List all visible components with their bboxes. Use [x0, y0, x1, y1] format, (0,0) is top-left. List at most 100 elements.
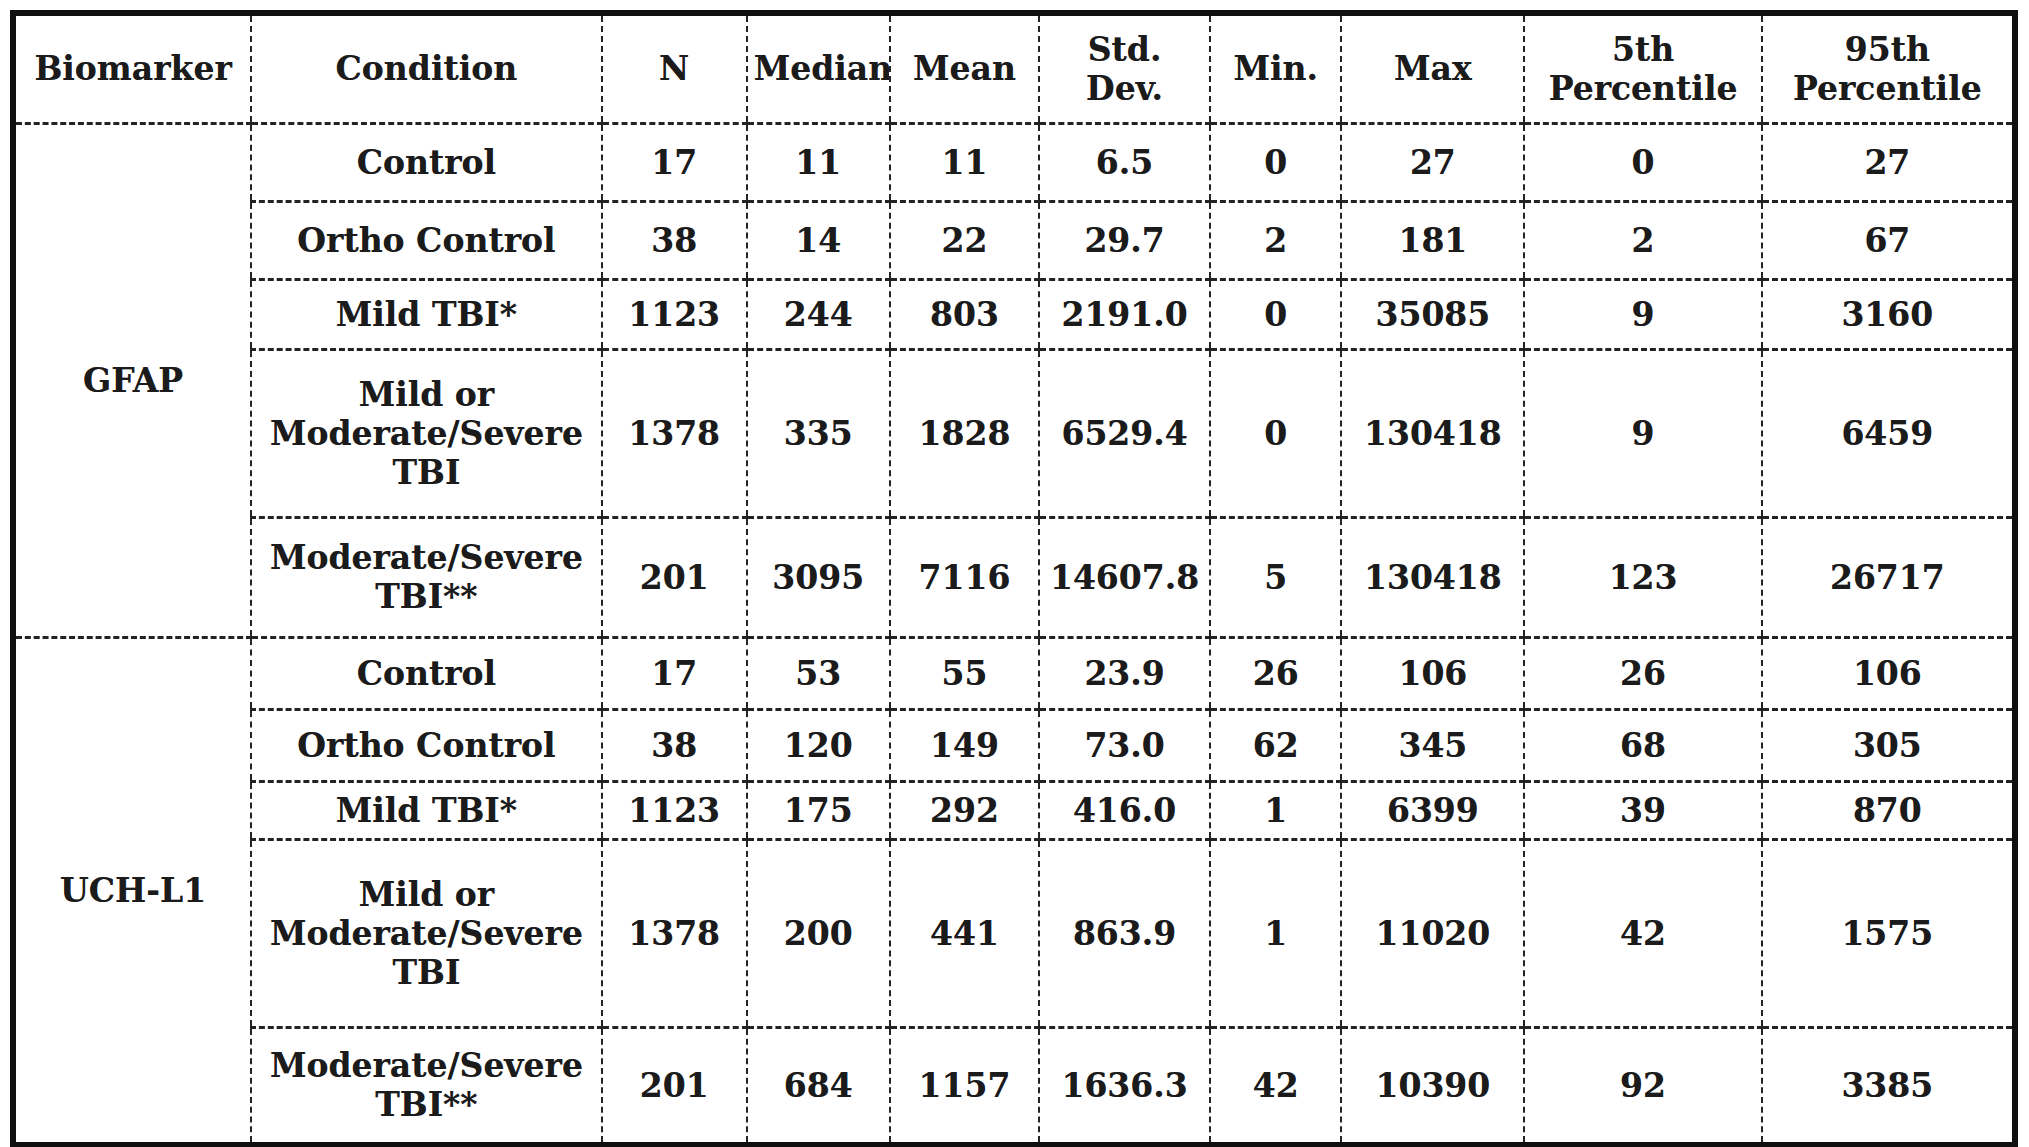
- value-cell: 416.0: [1039, 781, 1210, 839]
- value-cell: 305: [1762, 709, 2015, 781]
- value-cell: 3160: [1762, 279, 2015, 349]
- value-cell: 1123: [602, 279, 747, 349]
- value-cell: 1378: [602, 349, 747, 517]
- value-cell: 14: [747, 201, 890, 279]
- value-cell: 7116: [890, 517, 1039, 637]
- condition-cell: Control: [251, 637, 601, 709]
- value-cell: 1575: [1762, 839, 2015, 1027]
- value-cell: 149: [890, 709, 1039, 781]
- value-cell: 42: [1524, 839, 1761, 1027]
- value-cell: 5: [1210, 517, 1341, 637]
- condition-cell: Ortho Control: [251, 201, 601, 279]
- value-cell: 6399: [1341, 781, 1524, 839]
- value-cell: 6459: [1762, 349, 2015, 517]
- value-cell: 200: [747, 839, 890, 1027]
- value-cell: 27: [1341, 123, 1524, 201]
- value-cell: 441: [890, 839, 1039, 1027]
- value-cell: 6.5: [1039, 123, 1210, 201]
- value-cell: 1636.3: [1039, 1027, 1210, 1145]
- value-cell: 53: [747, 637, 890, 709]
- value-cell: 1157: [890, 1027, 1039, 1145]
- value-cell: 92: [1524, 1027, 1761, 1145]
- value-cell: 67: [1762, 201, 2015, 279]
- value-cell: 201: [602, 517, 747, 637]
- value-cell: 0: [1524, 123, 1761, 201]
- value-cell: 684: [747, 1027, 890, 1145]
- col-header-median: Median: [747, 13, 890, 123]
- value-cell: 335: [747, 349, 890, 517]
- value-cell: 106: [1762, 637, 2015, 709]
- condition-cell: Moderate/Severe TBI**: [251, 517, 601, 637]
- value-cell: 244: [747, 279, 890, 349]
- value-cell: 2: [1524, 201, 1761, 279]
- table-row: Moderate/Severe TBI** 201 3095 7116 1460…: [13, 517, 2015, 637]
- value-cell: 181: [1341, 201, 1524, 279]
- table-row: Moderate/Severe TBI** 201 684 1157 1636.…: [13, 1027, 2015, 1145]
- value-cell: 123: [1524, 517, 1761, 637]
- col-header-5th-percentile: 5th Percentile: [1524, 13, 1761, 123]
- table-row: UCH-L1 Control 17 53 55 23.9 26 106 26 1…: [13, 637, 2015, 709]
- value-cell: 29.7: [1039, 201, 1210, 279]
- value-cell: 0: [1210, 279, 1341, 349]
- value-cell: 11: [747, 123, 890, 201]
- condition-cell: Ortho Control: [251, 709, 601, 781]
- value-cell: 17: [602, 637, 747, 709]
- value-cell: 23.9: [1039, 637, 1210, 709]
- value-cell: 22: [890, 201, 1039, 279]
- col-header-n: N: [602, 13, 747, 123]
- value-cell: 130418: [1341, 349, 1524, 517]
- col-header-condition: Condition: [251, 13, 601, 123]
- table-row: Mild TBI* 1123 244 803 2191.0 0 35085 9 …: [13, 279, 2015, 349]
- value-cell: 14607.8: [1039, 517, 1210, 637]
- value-cell: 1378: [602, 839, 747, 1027]
- value-cell: 120: [747, 709, 890, 781]
- header-row: Biomarker Condition N Median Mean Std. D…: [13, 13, 2015, 123]
- condition-cell: Mild or Moderate/Severe TBI: [251, 349, 601, 517]
- col-header-min: Min.: [1210, 13, 1341, 123]
- value-cell: 870: [1762, 781, 2015, 839]
- value-cell: 345: [1341, 709, 1524, 781]
- value-cell: 1123: [602, 781, 747, 839]
- value-cell: 73.0: [1039, 709, 1210, 781]
- value-cell: 62: [1210, 709, 1341, 781]
- value-cell: 106: [1341, 637, 1524, 709]
- value-cell: 0: [1210, 349, 1341, 517]
- col-header-max: Max: [1341, 13, 1524, 123]
- col-header-biomarker: Biomarker: [13, 13, 251, 123]
- value-cell: 9: [1524, 279, 1761, 349]
- col-header-95th-percentile: 95th Percentile: [1762, 13, 2015, 123]
- value-cell: 3385: [1762, 1027, 2015, 1145]
- value-cell: 292: [890, 781, 1039, 839]
- value-cell: 68: [1524, 709, 1761, 781]
- value-cell: 11020: [1341, 839, 1524, 1027]
- value-cell: 6529.4: [1039, 349, 1210, 517]
- value-cell: 42: [1210, 1027, 1341, 1145]
- table-row: Mild or Moderate/Severe TBI 1378 335 182…: [13, 349, 2015, 517]
- col-header-std-dev: Std. Dev.: [1039, 13, 1210, 123]
- condition-cell: Mild TBI*: [251, 279, 601, 349]
- table-row: Ortho Control 38 120 149 73.0 62 345 68 …: [13, 709, 2015, 781]
- value-cell: 38: [602, 201, 747, 279]
- value-cell: 1: [1210, 839, 1341, 1027]
- condition-cell: Moderate/Severe TBI**: [251, 1027, 601, 1145]
- table-row: GFAP Control 17 11 11 6.5 0 27 0 27: [13, 123, 2015, 201]
- value-cell: 17: [602, 123, 747, 201]
- table-row: Ortho Control 38 14 22 29.7 2 181 2 67: [13, 201, 2015, 279]
- value-cell: 803: [890, 279, 1039, 349]
- value-cell: 1: [1210, 781, 1341, 839]
- value-cell: 55: [890, 637, 1039, 709]
- value-cell: 130418: [1341, 517, 1524, 637]
- value-cell: 38: [602, 709, 747, 781]
- value-cell: 27: [1762, 123, 2015, 201]
- value-cell: 201: [602, 1027, 747, 1145]
- table-row: Mild or Moderate/Severe TBI 1378 200 441…: [13, 839, 2015, 1027]
- value-cell: 35085: [1341, 279, 1524, 349]
- value-cell: 0: [1210, 123, 1341, 201]
- value-cell: 26: [1524, 637, 1761, 709]
- value-cell: 26717: [1762, 517, 2015, 637]
- biomarker-cell-uch-l1: UCH-L1: [13, 637, 251, 1145]
- value-cell: 1828: [890, 349, 1039, 517]
- table-row: Mild TBI* 1123 175 292 416.0 1 6399 39 8…: [13, 781, 2015, 839]
- value-cell: 11: [890, 123, 1039, 201]
- value-cell: 2: [1210, 201, 1341, 279]
